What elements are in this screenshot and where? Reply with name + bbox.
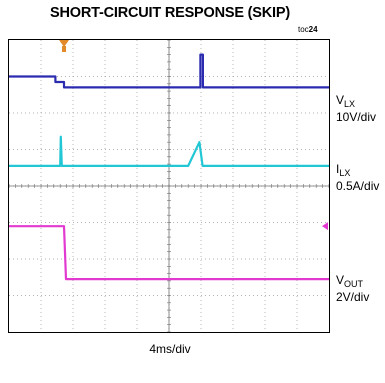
- figure-ref-number: 24: [308, 25, 318, 34]
- trigger-level-marker: [322, 222, 328, 231]
- trace-ilx: [9, 135, 329, 168]
- label-vout: VOUT 2V/div: [336, 274, 369, 304]
- label-ilx-sub: LX: [339, 168, 351, 178]
- trace-vout: [9, 225, 329, 281]
- label-vlx-sub: LX: [344, 99, 356, 109]
- scope-screen: [8, 39, 330, 333]
- chart-title: SHORT-CIRCUIT RESPONSE (SKIP): [50, 5, 290, 21]
- plot-area: [9, 40, 329, 332]
- trigger-stem: [62, 46, 67, 52]
- label-vout-symbol: V: [336, 273, 345, 287]
- label-ilx: ILX 0.5A/div: [336, 163, 379, 193]
- label-vout-scale: 2V/div: [336, 290, 370, 304]
- trigger-marker: [59, 40, 70, 47]
- label-ilx-scale: 0.5A/div: [336, 179, 380, 193]
- figure-ref: toc24: [298, 25, 318, 34]
- timebase-label: 4ms/div: [149, 342, 191, 356]
- figure-ref-prefix: toc: [298, 25, 309, 34]
- trace-vlx: [9, 53, 329, 89]
- label-vout-sub: OUT: [344, 279, 364, 289]
- label-vlx-scale: 10V/div: [336, 110, 377, 124]
- label-vlx: VLX 10V/div: [336, 94, 376, 124]
- label-vlx-symbol: V: [336, 93, 345, 107]
- label-ilx-symbol: I: [336, 162, 340, 176]
